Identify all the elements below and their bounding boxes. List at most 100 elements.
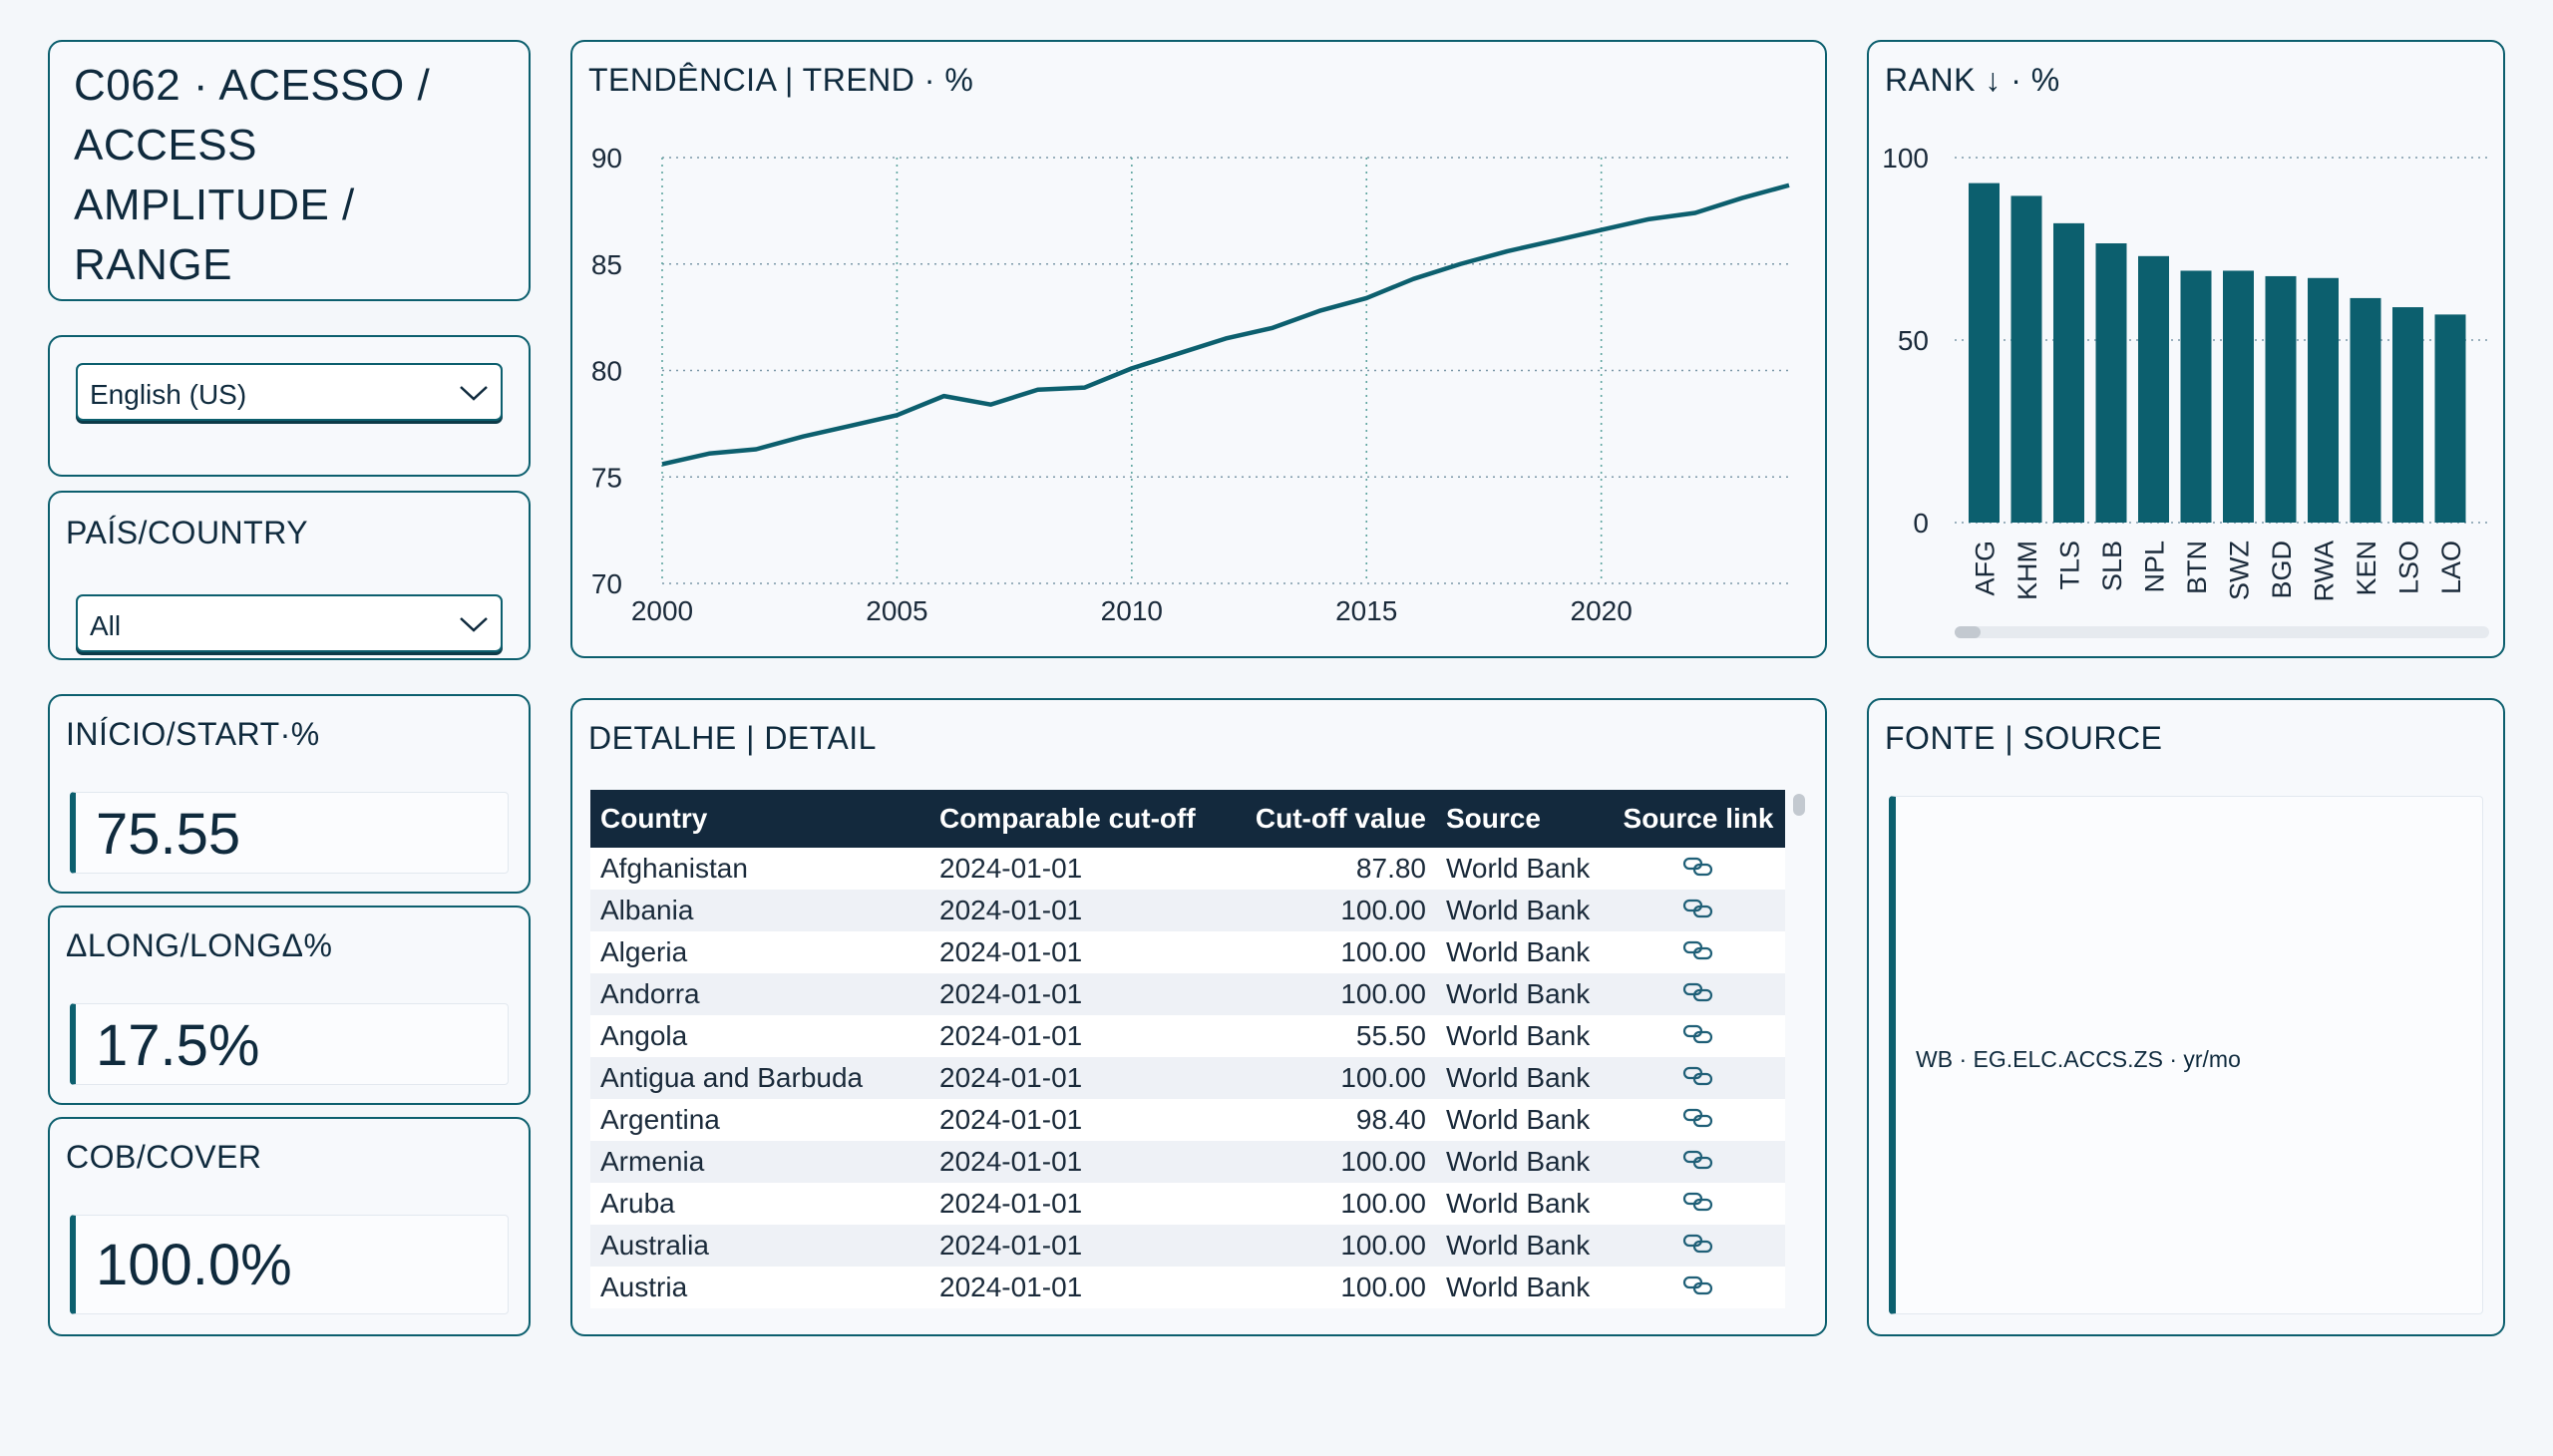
x-tick-label: NPL [2140,541,2170,593]
link-icon[interactable] [1682,1107,1714,1129]
y-tick-label: 100 [1882,143,1929,174]
table-row[interactable]: Algeria 2024-01-01 100.00 World Bank [590,931,1785,973]
cell-source-link[interactable] [1612,1141,1785,1183]
x-tick-label: BGD [2267,541,2297,599]
cell-country: Austria [590,1267,929,1308]
table-row[interactable]: Argentina 2024-01-01 98.40 World Bank [590,1099,1785,1141]
cell-country: Aruba [590,1183,929,1225]
trend-chart: 70 75 80 85 90 2000 2005 2010 2015 2020 [591,143,1790,626]
link-icon[interactable] [1682,1274,1714,1296]
link-icon[interactable] [1682,1233,1714,1255]
cell-source-link[interactable] [1612,1267,1785,1308]
link-icon[interactable] [1682,898,1714,919]
source-panel: WB · EG.ELC.ACCS.ZS · yr/mo [1889,796,2483,1314]
cell-cutoff-value: 100.00 [1227,890,1436,931]
cell-cutoff-date: 2024-01-01 [929,1015,1227,1057]
cell-source: World Bank [1436,1267,1612,1308]
cell-cutoff-value: 87.80 [1227,848,1436,890]
cell-source-link[interactable] [1612,848,1785,890]
chevron-down-icon [460,617,488,632]
col-source-link[interactable]: Source link [1612,790,1785,848]
cell-cutoff-value: 100.00 [1227,1183,1436,1225]
kpi-card-start: INÍCIO/START·% 75.55 [48,694,531,894]
cell-source-link[interactable] [1612,1183,1785,1225]
col-country[interactable]: Country [590,790,929,848]
table-scrollbar-thumb[interactable] [1793,794,1805,816]
link-icon[interactable] [1682,856,1714,878]
cell-cutoff-date: 2024-01-01 [929,1267,1227,1308]
cell-cutoff-value: 55.50 [1227,1015,1436,1057]
bar-bgd [2265,275,2297,523]
table-row[interactable]: Albania 2024-01-01 100.00 World Bank [590,890,1785,931]
x-tick-label: 2005 [866,595,927,626]
cell-cutoff-value: 100.00 [1227,1057,1436,1099]
link-icon[interactable] [1682,1065,1714,1087]
cell-cutoff-date: 2024-01-01 [929,1099,1227,1141]
country-dropdown[interactable]: All [76,594,503,652]
cell-source-link[interactable] [1612,1099,1785,1141]
x-tick-label: TLS [2055,541,2085,590]
cell-cutoff-date: 2024-01-01 [929,890,1227,931]
x-tick-label: KHM [2012,541,2042,600]
trend-card: TENDÊNCIA | TREND · % 70 75 80 85 90 2000 2005… [570,40,1827,658]
cell-source: World Bank [1436,931,1612,973]
cell-source-link[interactable] [1612,973,1785,1015]
language-dropdown[interactable]: English (US) [76,363,503,421]
cell-country: Australia [590,1225,929,1267]
table-row[interactable]: Austria 2024-01-01 100.00 World Bank [590,1267,1785,1308]
rank-title: RANK ↓ · % [1885,62,2060,98]
table-row[interactable]: Australia 2024-01-01 100.00 World Bank [590,1225,1785,1267]
cell-source-link[interactable] [1612,1057,1785,1099]
detail-table: Country Comparable cut-off Cut-off value… [590,790,1785,1308]
cell-country: Argentina [590,1099,929,1141]
cell-source-link[interactable] [1612,931,1785,973]
x-tick-label: AFG [1971,541,2001,596]
kpi-cover-value: 100.0% [96,1233,292,1297]
detail-title: DETALHE | DETAIL [588,720,877,756]
cell-cutoff-date: 2024-01-01 [929,1225,1227,1267]
source-card: FONTE | SOURCE WB · EG.ELC.ACCS.ZS · yr/… [1867,698,2505,1336]
cell-source-link[interactable] [1612,1225,1785,1267]
x-tick-label: RWA [2310,541,2340,602]
cell-source-link[interactable] [1612,890,1785,931]
cell-cutoff-date: 2024-01-01 [929,931,1227,973]
cell-cutoff-date: 2024-01-01 [929,1141,1227,1183]
trend-title: TENDÊNCIA | TREND · % [588,62,974,98]
language-card: English (US) [48,335,531,477]
rank-scrollbar-thumb[interactable] [1955,626,1981,638]
table-row[interactable]: Armenia 2024-01-01 100.00 World Bank [590,1141,1785,1183]
col-comparable-cutoff[interactable]: Comparable cut-off [929,790,1227,848]
bar-afg [1969,182,2000,523]
link-icon[interactable] [1682,981,1714,1003]
bar-lso [2392,307,2423,523]
bar-tls [2053,222,2084,523]
bar-npl [2138,255,2169,523]
link-icon[interactable] [1682,1191,1714,1213]
cell-source: World Bank [1436,1015,1612,1057]
kpi-delta-value: 17.5% [96,1013,260,1078]
table-row[interactable]: Angola 2024-01-01 55.50 World Bank [590,1015,1785,1057]
table-row[interactable]: Afghanistan 2024-01-01 87.80 World Bank [590,848,1785,890]
table-row[interactable]: Andorra 2024-01-01 100.00 World Bank [590,973,1785,1015]
col-source[interactable]: Source [1436,790,1612,848]
link-icon[interactable] [1682,939,1714,961]
rank-scrollbar-track[interactable] [1955,626,2489,638]
col-cutoff-value[interactable]: Cut-off value [1227,790,1436,848]
y-tick-label: 85 [591,249,622,280]
kpi-card-delta: ΔLONG/LONGΔ% 17.5% [48,906,531,1105]
cell-country: Angola [590,1015,929,1057]
rank-chart: 0 50 100 AFG KHM TLS SLB NPL BTN SWZ BGD RWA KEN LSO L… [1882,143,2487,602]
y-tick-label: 80 [591,356,622,387]
link-icon[interactable] [1682,1023,1714,1045]
cell-cutoff-value: 100.00 [1227,931,1436,973]
kpi-delta-label: ΔLONG/LONGΔ% [66,927,333,963]
country-filter-card: PAÍS/COUNTRY All [48,491,531,660]
table-row[interactable]: Antigua and Barbuda 2024-01-01 100.00 World… [590,1057,1785,1099]
cell-source-link[interactable] [1612,1015,1785,1057]
x-tick-label: SWZ [2225,541,2255,600]
y-tick-label: 0 [1913,508,1929,539]
link-icon[interactable] [1682,1149,1714,1171]
cell-country: Afghanistan [590,848,929,890]
table-row[interactable]: Aruba 2024-01-01 100.00 World Bank [590,1183,1785,1225]
kpi-card-cover: COB/COVER 100.0% [48,1117,531,1336]
